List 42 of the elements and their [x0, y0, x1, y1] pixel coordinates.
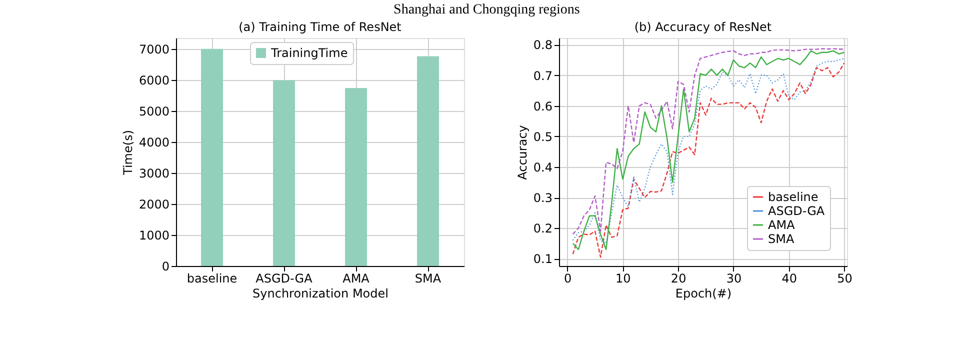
legend-label: baseline: [768, 190, 818, 204]
x-tick-label: ASGD-GA: [256, 272, 314, 286]
y-tick-label: 7000: [138, 42, 170, 56]
y-tick-label: 6000: [138, 73, 170, 88]
bar: [345, 88, 367, 266]
y-tick-label: 0.6: [533, 99, 552, 114]
legend-label: ASGD-GA: [768, 204, 826, 218]
x-tick-label: baseline: [186, 272, 238, 286]
bar: [417, 56, 439, 266]
y-tick-label: 3000: [138, 166, 170, 180]
y-tick-label: 1000: [138, 228, 170, 242]
y-tick-label: 2000: [138, 197, 170, 212]
y-axis-title: Time(s): [120, 130, 135, 176]
x-tick-label: AMA: [342, 272, 370, 286]
y-tick-label: 0.3: [533, 191, 552, 206]
text: Shanghai and Chongqing regions: [394, 2, 580, 18]
y-tick-label: 0.8: [533, 38, 552, 52]
y-tick-label: 0.1: [533, 252, 552, 266]
y-tick-label: 4000: [138, 135, 170, 150]
y-tick-label: 0.7: [533, 68, 552, 83]
x-tick-label: 0: [564, 272, 572, 286]
chart-title: (a) Training Time of ResNet: [238, 20, 402, 34]
y-axis-title: Accuracy: [515, 125, 530, 180]
legend-label: AMA: [768, 218, 796, 232]
bar: [273, 80, 295, 266]
x-axis-title: Synchronization Model: [252, 286, 388, 300]
y-tick-label: 0: [162, 260, 170, 274]
x-tick-label: 50: [837, 272, 852, 286]
x-tick-label: 30: [726, 272, 742, 286]
y-tick-label: 5000: [138, 104, 170, 118]
x-tick-label: 40: [782, 272, 797, 286]
x-tick-label: 20: [670, 272, 686, 286]
x-tick-label: 10: [616, 272, 631, 286]
y-tick-label: 0.4: [533, 160, 552, 174]
legend-label: SMA: [768, 232, 795, 246]
bar: [201, 48, 223, 266]
chart-title: (b) Accuracy of ResNet: [634, 20, 772, 34]
y-tick-label: 0.2: [533, 222, 552, 236]
legend-label: TrainingTime: [270, 46, 348, 60]
x-tick-label: SMA: [414, 272, 442, 286]
x-axis-title: Epoch(#): [675, 286, 732, 300]
y-tick-label: 0.5: [533, 130, 552, 144]
